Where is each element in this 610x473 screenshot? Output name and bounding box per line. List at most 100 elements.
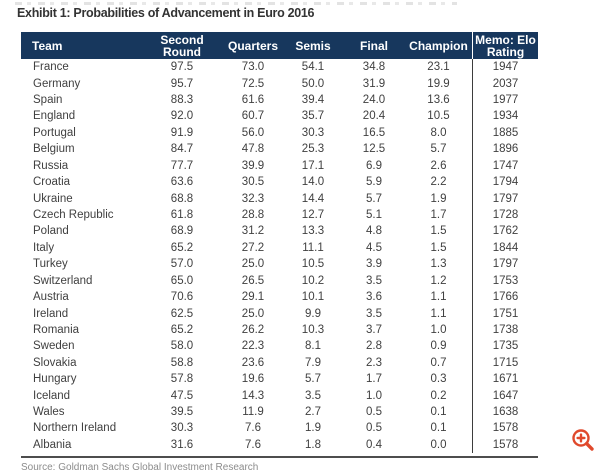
header-second-round: Second Round — [160, 32, 204, 59]
table-row: Russia 77.7 39.9 17.1 6.9 2.6 1747 — [21, 157, 538, 174]
table-row: Romania 65.2 26.2 10.3 3.7 1.0 1738 — [21, 321, 538, 339]
elo-rating-cell: 1896 — [472, 141, 538, 158]
final-cell: 12.5 — [362, 143, 386, 156]
second-round-cell: 65.0 — [170, 274, 194, 287]
elo-rating-cell: 1947 — [472, 59, 538, 76]
champion-cell: 19.9 — [427, 77, 450, 90]
zoom-in-button[interactable] — [569, 426, 597, 454]
champion-cell: 0.3 — [430, 373, 447, 386]
table-row: Germany 95.7 72.5 50.0 31.9 19.9 2037 — [21, 75, 538, 92]
table-row: Slovakia 58.8 23.6 7.9 2.3 0.7 1715 — [21, 354, 538, 372]
table-row: Austria 70.6 29.1 10.1 3.6 1.1 1766 — [21, 288, 538, 306]
second-round-cell: 58.0 — [170, 340, 194, 353]
final-cell: 0.5 — [366, 406, 382, 419]
second-round-cell: 91.9 — [170, 126, 194, 139]
elo-rating-cell: 1844 — [472, 239, 538, 257]
champion-cell: 2.6 — [430, 159, 447, 172]
second-round-cell: 97.5 — [170, 61, 194, 74]
champion-cell: 5.7 — [430, 143, 447, 156]
quarters-cell: 7.6 — [245, 438, 261, 451]
elo-rating-cell: 1797 — [472, 190, 538, 207]
champion-cell: 13.6 — [427, 94, 450, 107]
champion-cell: 0.9 — [430, 340, 447, 353]
table-bottom-rule — [21, 456, 538, 459]
elo-rating-cell: 1671 — [472, 371, 538, 388]
elo-rating-cell: 1794 — [472, 173, 538, 191]
table-row: Portugal 91.9 56.0 30.3 16.5 8.0 1885 — [21, 124, 538, 142]
semis-cell: 7.9 — [305, 356, 321, 369]
semis-cell: 10.3 — [301, 323, 325, 336]
champion-cell: 1.0 — [430, 323, 447, 336]
semis-cell: 12.7 — [301, 209, 325, 221]
elo-rating-cell: 1578 — [472, 436, 538, 454]
team-cell: Romania — [33, 323, 80, 336]
team-cell: Italy — [33, 241, 55, 254]
team-cell: Portugal — [33, 126, 76, 139]
quarters-cell: 22.3 — [241, 340, 265, 353]
team-cell: Spain — [33, 94, 63, 107]
second-round-cell: 63.6 — [170, 176, 194, 189]
final-cell: 20.4 — [362, 110, 386, 123]
second-round-cell: 68.9 — [170, 225, 194, 238]
final-cell: 1.0 — [366, 389, 382, 402]
elo-rating-cell: 1934 — [472, 108, 538, 125]
elo-rating-cell: 1647 — [472, 387, 538, 404]
elo-rating-cell: 1762 — [472, 223, 538, 240]
table-row: Spain 88.3 61.6 39.4 24.0 13.6 1977 — [21, 91, 538, 109]
header-champion: Champion — [409, 38, 468, 53]
table-row: Hungary 57.8 19.6 5.7 1.7 0.3 1671 — [21, 371, 538, 388]
final-cell: 16.5 — [362, 126, 386, 139]
final-cell: 0.5 — [366, 422, 382, 435]
elo-rating-cell: 1638 — [472, 403, 538, 421]
semis-cell: 17.1 — [301, 159, 325, 172]
second-round-cell: 88.3 — [170, 94, 194, 107]
semis-cell: 11.1 — [302, 241, 324, 254]
champion-cell: 0.0 — [430, 438, 447, 451]
semis-cell: 25.3 — [301, 143, 325, 156]
elo-rating-cell: 1797 — [472, 256, 538, 273]
elo-rating-cell: 1885 — [472, 124, 538, 142]
champion-cell: 0.1 — [430, 422, 447, 435]
second-round-cell: 92.0 — [170, 110, 194, 123]
zoom-in-icon — [569, 429, 597, 457]
final-cell: 3.5 — [366, 274, 382, 287]
semis-cell: 5.7 — [305, 373, 321, 386]
quarters-cell: 31.2 — [241, 225, 265, 238]
quarters-cell: 25.0 — [241, 258, 265, 271]
final-cell: 2.3 — [366, 356, 382, 369]
elo-rating-cell: 1735 — [472, 338, 538, 355]
second-round-cell: 84.7 — [170, 143, 194, 156]
final-cell: 3.7 — [366, 323, 382, 336]
final-cell: 24.0 — [362, 94, 386, 107]
cropped-text-remnant — [15, 2, 457, 5]
team-cell: Czech Republic — [33, 209, 114, 221]
team-cell: Hungary — [33, 373, 77, 386]
header-team: Team — [32, 38, 63, 53]
second-round-cell: 57.0 — [170, 258, 194, 271]
source-note: Source: Goldman Sachs Global Investment … — [21, 462, 259, 473]
table-body: France 97.5 73.0 54.1 34.8 23.1 1947 Ger… — [21, 59, 538, 454]
second-round-cell: 47.5 — [170, 389, 194, 402]
champion-cell: 0.2 — [430, 389, 447, 402]
semis-cell: 10.1 — [301, 291, 325, 304]
champion-cell: 1.3 — [430, 258, 447, 271]
second-round-cell: 68.8 — [170, 192, 194, 205]
final-cell: 1.7 — [366, 373, 382, 386]
team-cell: Iceland — [33, 389, 71, 402]
quarters-cell: 7.6 — [245, 422, 261, 435]
probabilities-table: Team Second Round Quarters Semis Final C… — [21, 32, 538, 473]
final-cell: 0.4 — [366, 438, 382, 451]
champion-cell: 1.9 — [430, 192, 447, 205]
quarters-cell: 73.0 — [241, 61, 265, 74]
header-elo-rating: Memo: Elo Rating — [472, 32, 538, 59]
semis-cell: 14.4 — [301, 192, 325, 205]
elo-rating-cell: 1578 — [472, 420, 538, 437]
elo-rating-cell: 1728 — [472, 206, 538, 224]
champion-cell: 0.7 — [430, 356, 447, 369]
semis-cell: 14.0 — [301, 176, 325, 189]
final-cell: 5.1 — [366, 209, 382, 221]
final-cell: 3.5 — [366, 307, 382, 320]
team-cell: Ireland — [33, 307, 69, 320]
team-cell: Northern Ireland — [33, 422, 117, 435]
elo-rating-cell: 1747 — [472, 157, 538, 174]
